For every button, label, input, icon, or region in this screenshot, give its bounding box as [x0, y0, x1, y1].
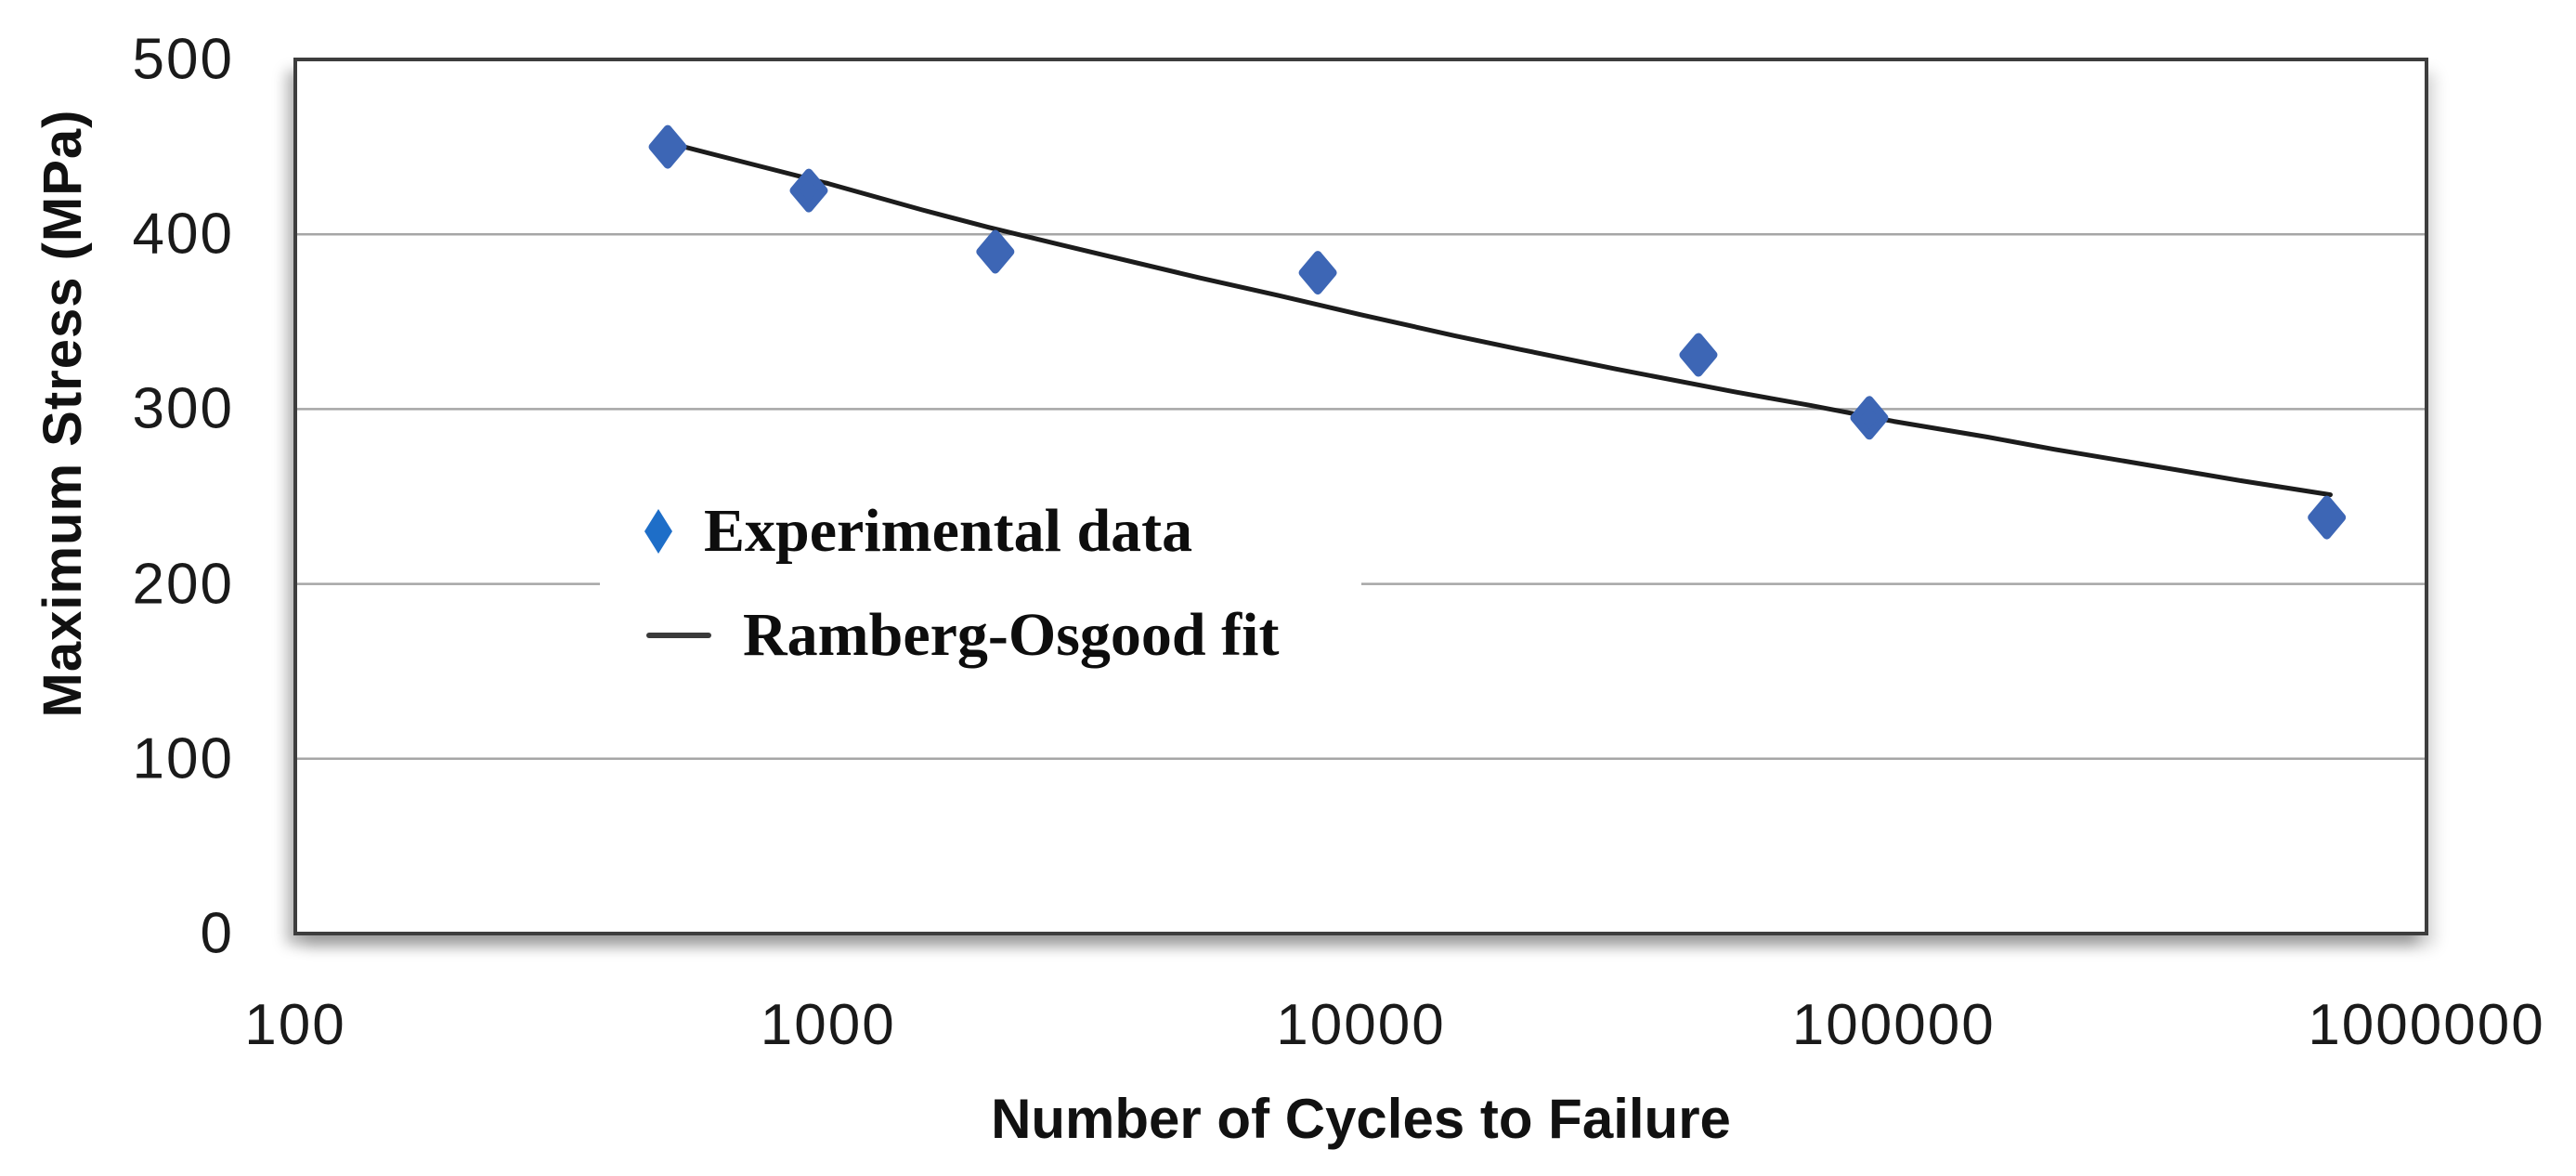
data-point-marker [789, 168, 828, 213]
plot-frame [293, 58, 2428, 935]
legend: Experimental data Ramberg-Osgood fit [600, 479, 1361, 700]
y-tick-label: 200 [132, 552, 234, 617]
y-tick-label: 0 [200, 901, 234, 966]
y-tick-label: 300 [132, 376, 234, 441]
legend-item-ramberg-osgood-fit: Ramberg-Osgood fit [600, 583, 1361, 687]
x-axis-title: Number of Cycles to Failure [991, 1088, 1731, 1150]
x-tick-label: 10000 [1276, 993, 1446, 1057]
x-tick-label: 1000000 [2308, 993, 2545, 1057]
legend-label: Ramberg-Osgood fit [743, 601, 1280, 669]
x-tick-label: 100000 [1791, 993, 1996, 1057]
plot-border [293, 58, 2428, 935]
legend-label: Experimental data [704, 497, 1193, 565]
x-tick-label: 100 [244, 993, 346, 1057]
data-point-markers [648, 124, 2347, 540]
data-point-marker [1679, 333, 1718, 377]
y-tick-label: 400 [132, 202, 234, 267]
x-tick-label: 1000 [760, 993, 896, 1057]
y-tick-label: 500 [132, 27, 234, 92]
line-sample-icon [646, 633, 711, 638]
data-point-marker [2308, 495, 2347, 540]
data-point-marker [648, 124, 687, 169]
diamond-marker-icon [644, 509, 672, 554]
data-point-marker [1298, 251, 1337, 295]
data-point-marker [1850, 396, 1889, 440]
fit-line [668, 140, 2333, 498]
legend-item-experimental-data: Experimental data [600, 479, 1361, 583]
data-point-marker [976, 229, 1015, 274]
y-axis-title: Maximum Stress (MPa) [33, 109, 93, 718]
fit-line-path [668, 140, 2333, 498]
y-tick-label: 100 [132, 726, 234, 791]
